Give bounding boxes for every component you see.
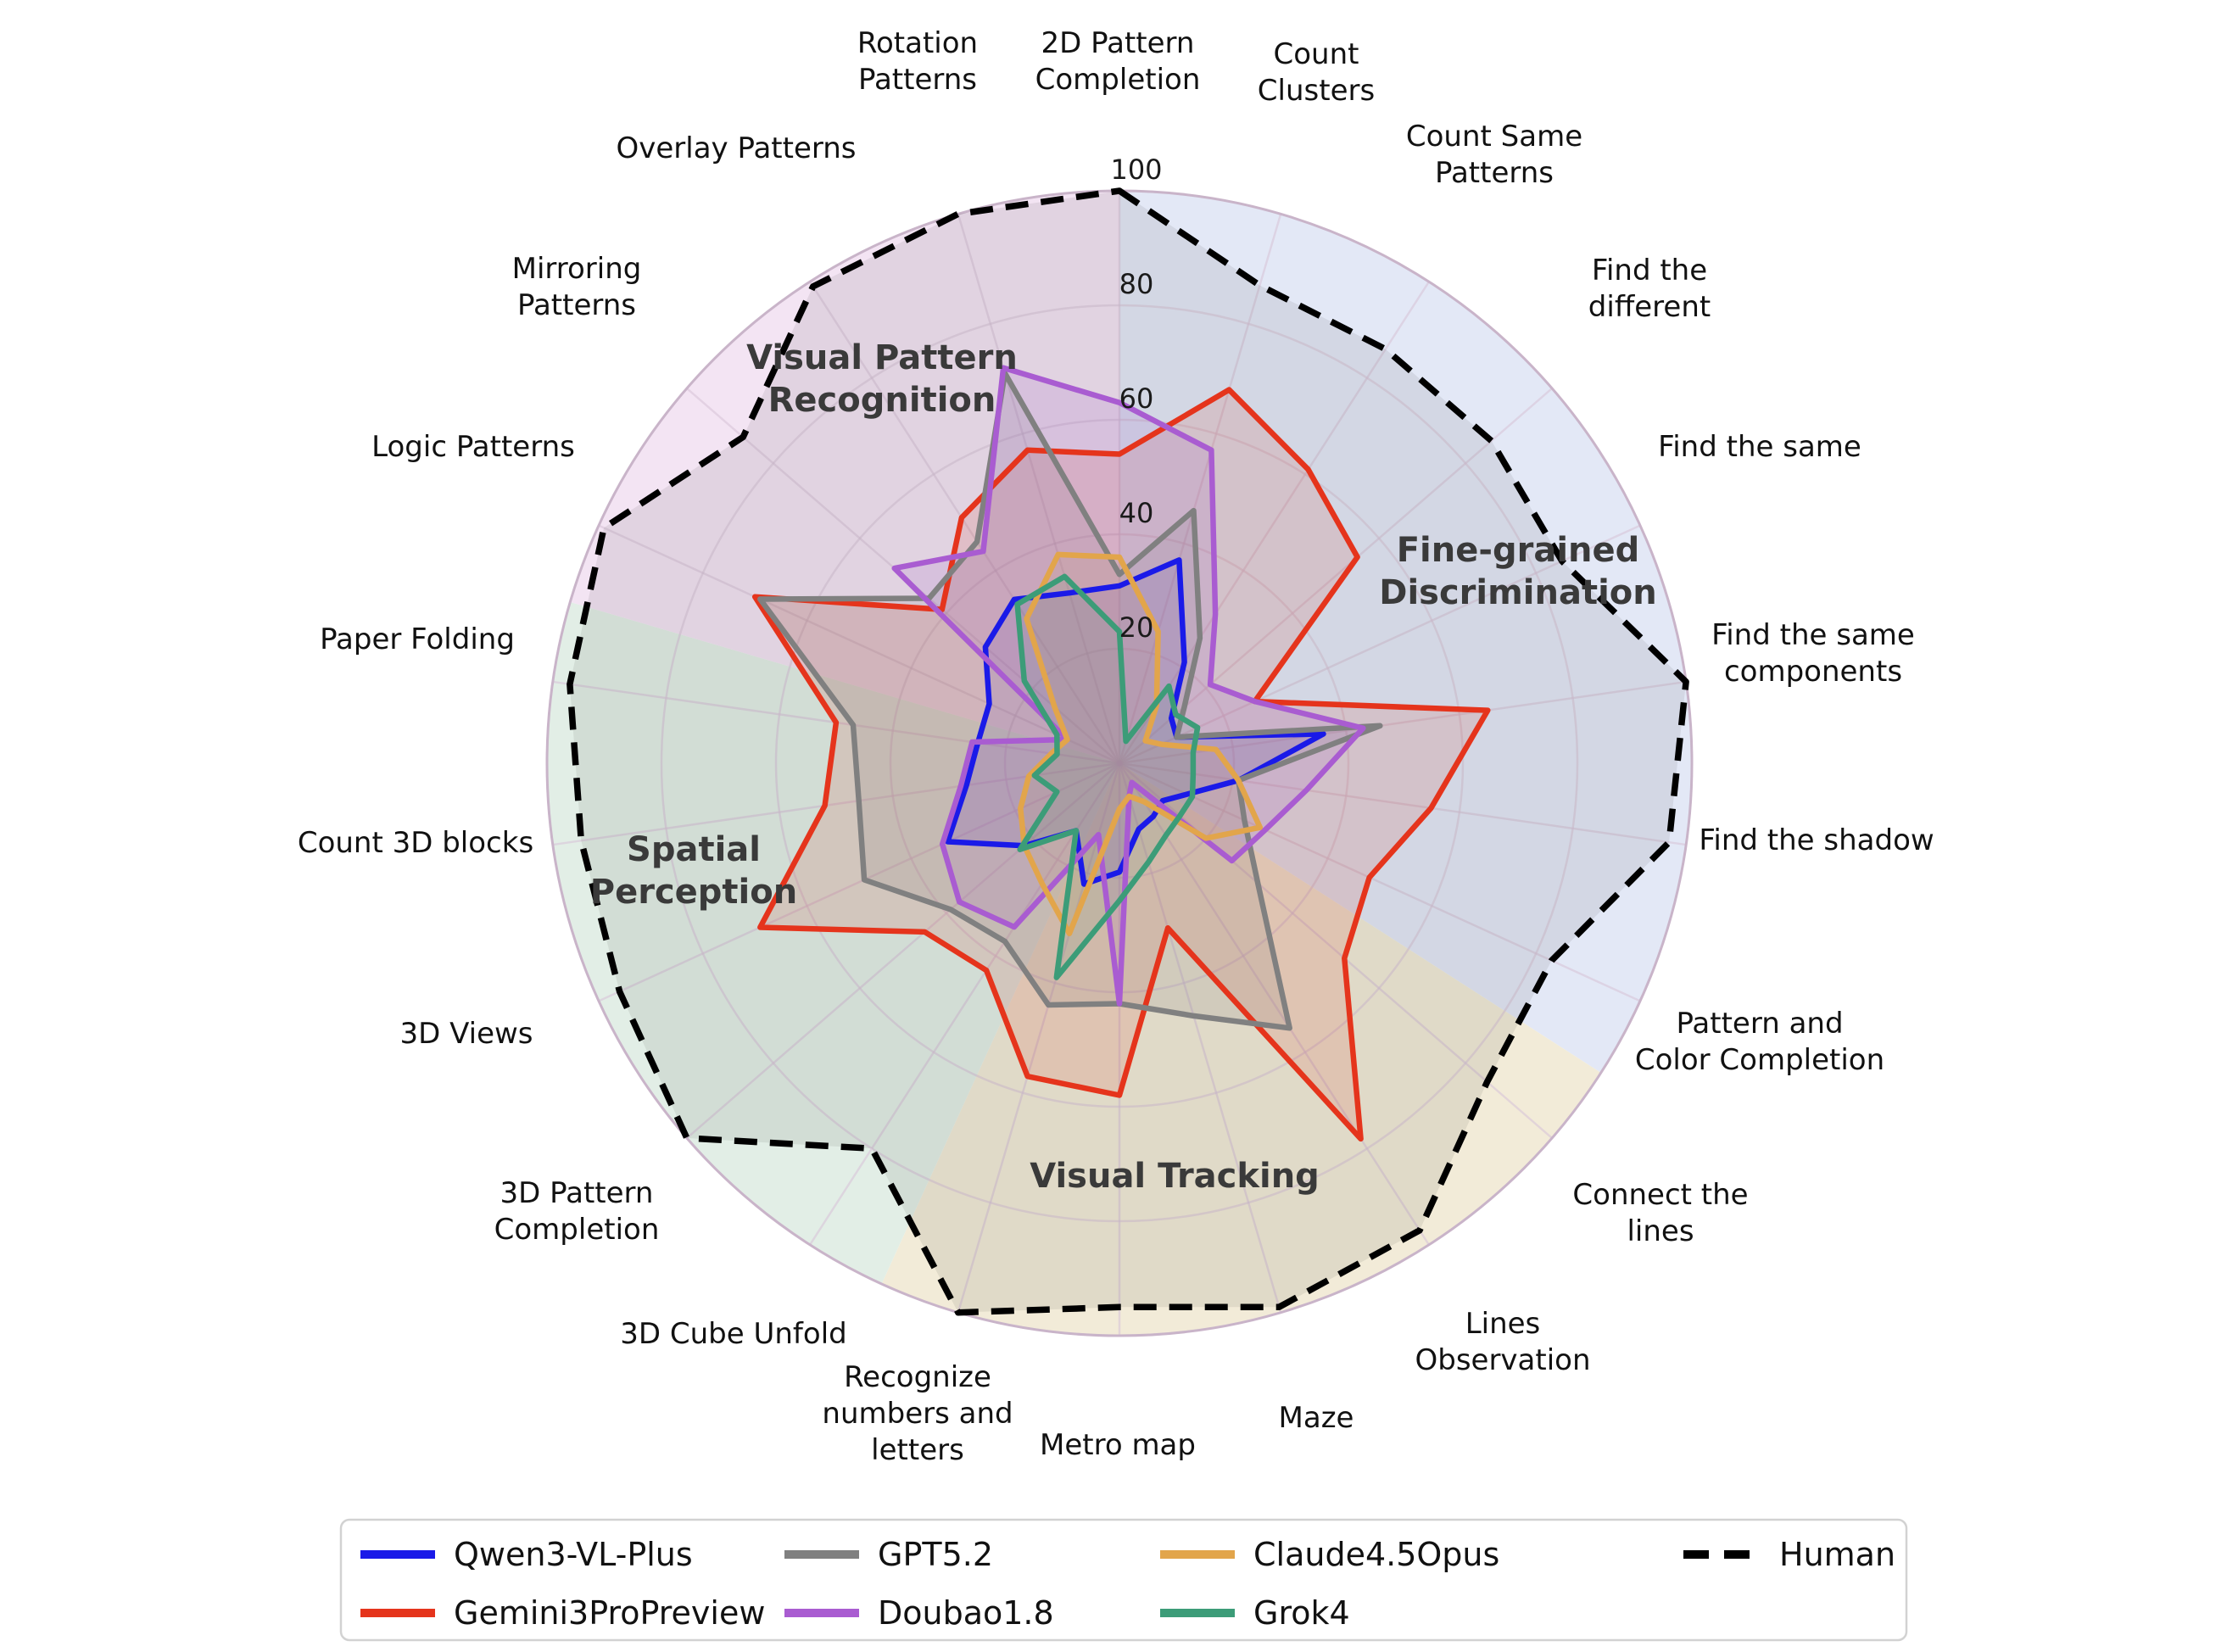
category-label-find-the-shadow: Find the shadow: [1699, 823, 1934, 857]
grid-spoke-15: [598, 762, 1120, 1002]
category-label-mirroring-patterns: Mirroring Patterns: [512, 252, 642, 322]
category-label-rotation-patterns: Rotation Patterns: [857, 26, 978, 97]
series-fill-grok4: [1017, 576, 1198, 978]
grid-spoke-18: [598, 524, 1120, 765]
grid-spoke-13: [809, 762, 1121, 1246]
category-label-find-the-same: Find the same: [1658, 430, 1861, 464]
grid-spoke-14: [686, 762, 1120, 1139]
category-label-2d-pattern-completion: 2D Pattern Completion: [1035, 26, 1201, 97]
series-fill-gpt5-2: [760, 373, 1381, 1029]
legend-label-gpt5-2: GPT5.2: [878, 1536, 993, 1573]
grid-spoke-6: [1119, 762, 1687, 846]
category-label-maze: Maze: [1279, 1401, 1354, 1435]
series-fill-qwen3-vl-plus: [947, 560, 1324, 885]
category-label-find-the-different: Find the different: [1588, 254, 1711, 324]
grid-spoke-4: [1119, 524, 1641, 765]
group-label-spatial-perception: Spatial Perception: [590, 830, 797, 912]
tick-label-40: 40: [1119, 497, 1154, 529]
grid-spoke-12: [957, 762, 1121, 1314]
legend-label-gemini3propreview: Gemini3ProPreview: [454, 1594, 765, 1632]
category-label-count-same-patterns: Count Same Patterns: [1406, 120, 1582, 190]
category-label-pattern-and-color-completion: Pattern and Color Completion: [1635, 1007, 1884, 1077]
series-line-grok4: [1014, 573, 1201, 980]
legend-label-qwen3-vl-plus: Qwen3-VL-Plus: [454, 1536, 693, 1573]
group-label-fine-grained-discrimination: Fine-grained Discrimination: [1379, 531, 1657, 612]
legend-box: [339, 1518, 1908, 1642]
category-label-metro-map: Metro map: [1040, 1428, 1196, 1462]
grid-spoke-3: [1119, 388, 1553, 764]
category-label-recognize-numbers-and-letters: Recognize numbers and letters: [822, 1360, 1013, 1467]
tick-label-80: 80: [1119, 268, 1154, 300]
grid-spoke-10: [1118, 762, 1282, 1314]
series-line-human: [567, 187, 1689, 1316]
series-fill-gemini3propreview: [755, 389, 1488, 1139]
grid-spoke-16: [552, 762, 1120, 846]
legend-label-human: Human: [1779, 1536, 1895, 1573]
sector-visual-pattern-recognition: [570, 190, 1119, 763]
category-label-find-the-same-components: Find the same components: [1711, 618, 1915, 689]
grid-spoke-20: [809, 281, 1121, 764]
legend-label-doubao1-8: Doubao1.8: [878, 1594, 1054, 1632]
series-line-claude4-5opus: [1018, 551, 1264, 937]
grid-spoke-2: [1118, 281, 1430, 764]
group-label-visual-tracking: Visual Tracking: [1030, 1157, 1320, 1196]
tick-label-60: 60: [1119, 382, 1154, 415]
series-fill-claude4-5opus: [1020, 554, 1260, 934]
legend-label-grok4: Grok4: [1253, 1594, 1350, 1632]
series-line-doubao1-8: [891, 365, 1366, 1007]
series-line-qwen3-vl-plus: [945, 557, 1326, 887]
category-label-3d-cube-unfold: 3D Cube Unfold: [620, 1317, 846, 1351]
category-label-overlay-patterns: Overlay Patterns: [616, 131, 856, 165]
group-label-visual-pattern-recognition: Visual Pattern Recognition: [746, 338, 1018, 420]
grid-spoke-21: [957, 213, 1121, 764]
category-label-3d-views: 3D Views: [399, 1017, 533, 1051]
legend-label-claude4-5opus: Claude4.5Opus: [1253, 1536, 1499, 1573]
category-label-count-clusters: Count Clusters: [1258, 37, 1375, 108]
category-label-count-3d-blocks: Count 3D blocks: [298, 826, 533, 860]
tick-label-100: 100: [1110, 153, 1162, 186]
sector-spatial-perception: [546, 601, 1119, 1284]
category-label-logic-patterns: Logic Patterns: [371, 430, 575, 464]
category-label-paper-folding: Paper Folding: [320, 622, 515, 656]
tick-label-20: 20: [1119, 611, 1154, 644]
sector-visual-tracking: [881, 763, 1601, 1336]
grid-spoke-1: [1118, 213, 1282, 764]
category-label-lines-observation: Lines Observation: [1415, 1307, 1590, 1377]
series-fill-human: [569, 191, 1687, 1313]
category-label-connect-the-lines: Connect the lines: [1572, 1178, 1748, 1248]
grid-spoke-9: [1118, 762, 1430, 1246]
category-label-3d-pattern-completion: 3D Pattern Completion: [494, 1176, 660, 1247]
